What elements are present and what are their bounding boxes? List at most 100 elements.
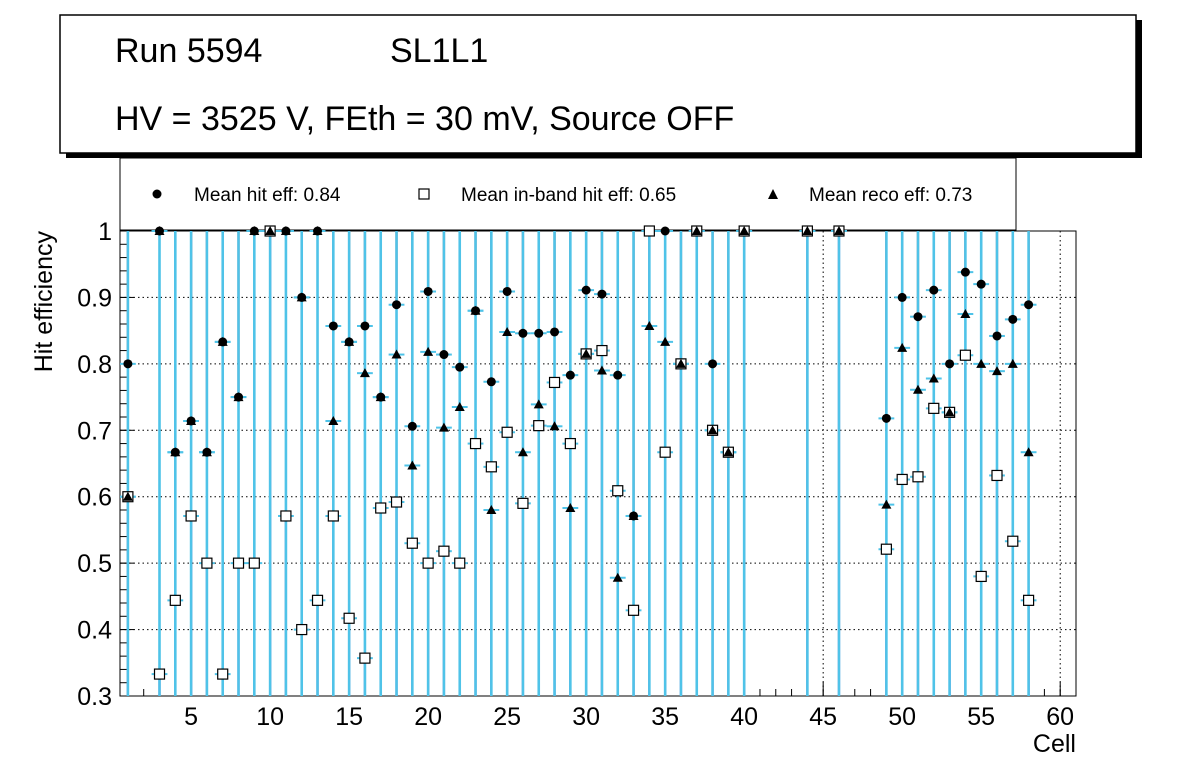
reco-eff-point: [596, 365, 607, 375]
y-tick-label: 0.9: [77, 284, 112, 312]
reco-eff-point: [549, 421, 560, 431]
hit-eff-point: [581, 285, 591, 295]
reco-eff-point: [612, 572, 623, 582]
x-tick-label: 10: [256, 703, 284, 731]
reco-eff-point: [154, 226, 165, 235]
inband-eff-point: [1022, 594, 1035, 606]
inband-eff-point: [469, 437, 482, 450]
x-tick-label: 45: [809, 703, 837, 731]
x-tick-label: 25: [493, 703, 521, 731]
reco-eff-point: [675, 358, 686, 368]
data-markers: [122, 225, 1035, 680]
reco-eff-point: [122, 491, 133, 501]
hit-eff-point: [660, 226, 670, 236]
reco-eff-point: [1023, 447, 1034, 457]
inband-eff-point: [501, 426, 513, 438]
x-tick-label: 35: [651, 703, 679, 731]
reco-eff-point: [344, 336, 355, 346]
legend-hit-label: Mean hit eff: 0.84: [194, 185, 341, 206]
x-tick-label: 40: [730, 703, 758, 731]
hit-eff-point: [534, 328, 544, 338]
inband-eff-point: [612, 485, 624, 497]
hit-eff-point: [123, 359, 133, 369]
hit-eff-point: [992, 331, 1002, 341]
reco-eff-point: [691, 226, 702, 235]
reco-eff-point: [375, 392, 386, 402]
y-tick-label: 0.6: [77, 484, 112, 512]
inband-eff-point: [454, 557, 466, 569]
reco-eff-point: [454, 402, 465, 412]
hit-eff-point: [708, 359, 718, 369]
reco-eff-point: [912, 384, 923, 394]
reco-eff-point: [802, 226, 813, 235]
hit-eff-point: [550, 327, 560, 337]
x-tick-label: 15: [335, 703, 363, 731]
title-conditions: HV = 3525 V, FEth = 30 mV, Source OFF: [115, 100, 734, 138]
reco-eff-point: [407, 460, 418, 470]
inband-eff-point: [248, 557, 260, 569]
hit-eff-point: [502, 286, 512, 296]
legend-box: [119, 157, 1017, 231]
reco-eff-point: [502, 326, 513, 336]
x-axis-title: Cell: [1033, 730, 1076, 758]
hit-eff-point: [960, 267, 970, 277]
reco-eff-point: [928, 373, 939, 383]
inband-eff-point: [517, 497, 529, 509]
reco-eff-point: [565, 503, 576, 513]
hit-eff-point: [897, 292, 907, 302]
reco-eff-point: [644, 320, 655, 330]
reco-eff-point: [233, 392, 244, 402]
inband-eff-point: [533, 420, 545, 432]
reco-eff-point: [312, 226, 323, 235]
reco-eff-point: [660, 336, 671, 346]
reco-eff-point: [581, 348, 592, 358]
reco-eff-point: [723, 447, 734, 457]
inband-eff-point: [627, 604, 640, 616]
reco-eff-point: [960, 309, 971, 319]
inband-eff-point: [564, 437, 576, 450]
x-tick-label: 5: [184, 703, 198, 731]
legend-hit-marker: [152, 189, 162, 199]
hit-eff-point: [1024, 300, 1034, 310]
hit-eff-point: [439, 350, 449, 360]
inband-eff-point: [596, 344, 608, 357]
title-run: Run 5594: [115, 32, 262, 70]
inband-eff-point: [975, 570, 987, 583]
inband-eff-point: [390, 496, 403, 508]
reco-eff-point: [423, 346, 434, 356]
inband-eff-point: [232, 557, 245, 569]
title-box: [59, 14, 1137, 154]
legend-inband-label: Mean in-band hit eff: 0.65: [461, 185, 676, 206]
reco-eff-point: [486, 505, 497, 514]
legend-reco-label: Mean reco eff: 0.73: [809, 185, 972, 206]
hit-eff-point: [929, 285, 939, 295]
inband-eff-point: [343, 612, 355, 624]
inband-eff-point: [375, 502, 387, 514]
tick-labels: 0.30.40.50.60.70.80.915 10 15 20 25 30 35 40 45 5…: [77, 218, 1074, 731]
y-tick-label: 0.5: [77, 550, 112, 578]
reco-eff-point: [944, 407, 955, 417]
hit-eff-point: [518, 328, 528, 338]
inband-eff-point: [643, 225, 655, 237]
reco-eff-point: [470, 305, 481, 315]
inband-eff-point: [201, 557, 213, 569]
hit-eff-point: [407, 421, 417, 431]
hit-eff-point: [945, 359, 955, 369]
y-tick-label: 0.7: [77, 417, 112, 445]
y-tick-label: 0.8: [77, 351, 112, 379]
reco-eff-point: [517, 447, 528, 457]
reco-eff-point: [186, 415, 197, 425]
y-axis-title: Hit efficiency: [30, 231, 58, 373]
reco-eff-point: [170, 447, 181, 457]
y-tick-label: 0.4: [77, 617, 112, 645]
reco-eff-point: [280, 226, 291, 235]
inband-eff-point: [185, 510, 197, 522]
inband-eff-point: [1007, 535, 1019, 547]
hit-eff-point: [597, 289, 607, 299]
inband-eff-point: [880, 543, 892, 555]
reco-eff-point: [201, 447, 212, 457]
hit-eff-point: [455, 362, 465, 372]
inband-eff-point: [359, 652, 371, 664]
inband-eff-point: [659, 446, 671, 458]
